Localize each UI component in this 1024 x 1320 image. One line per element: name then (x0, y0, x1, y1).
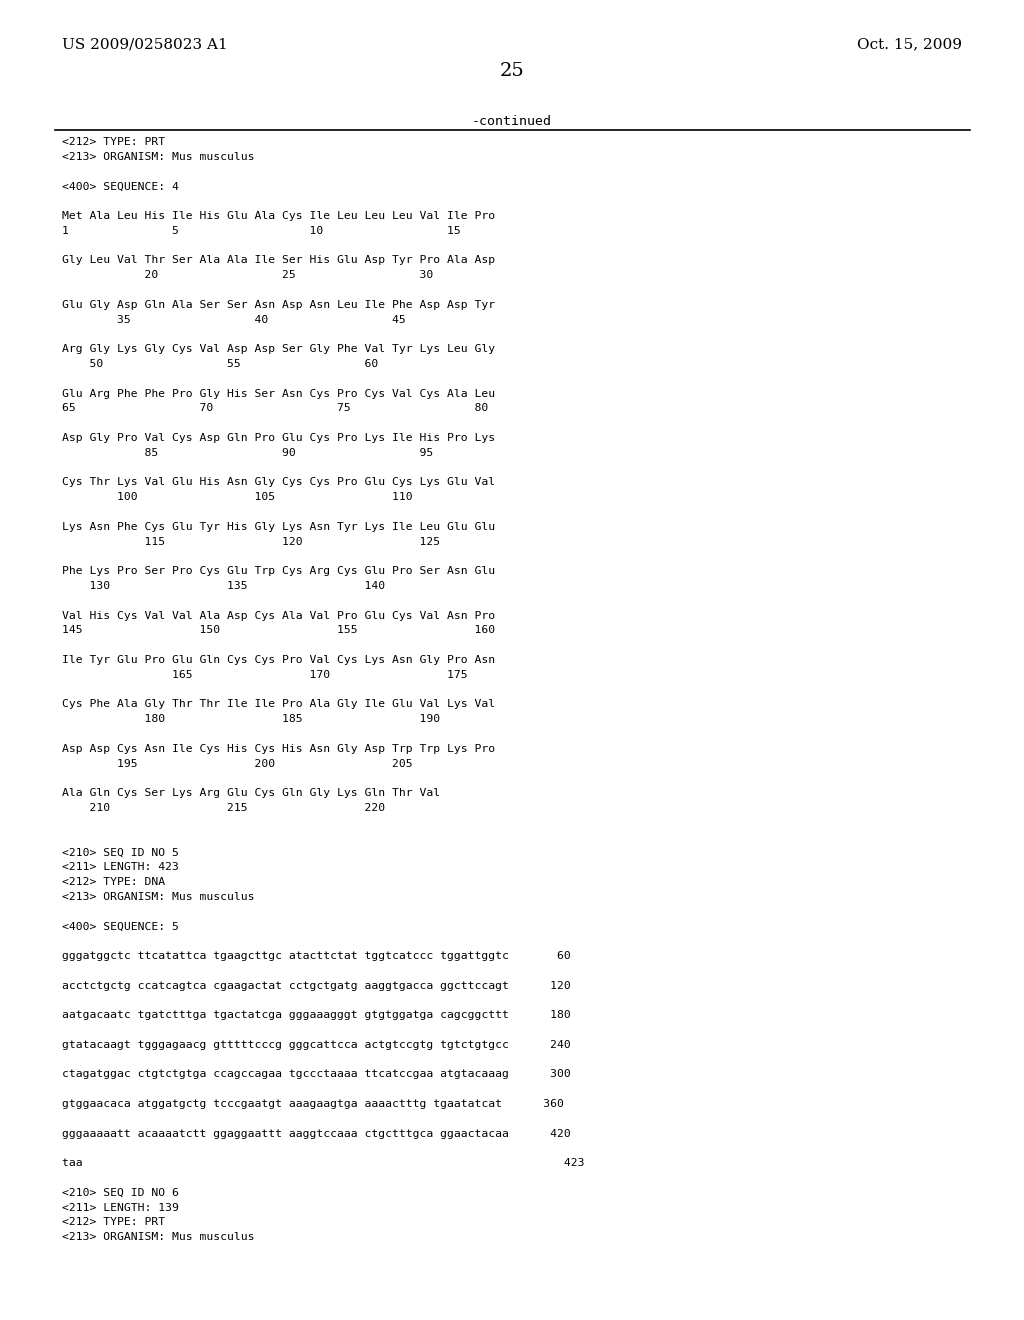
Text: <213> ORGANISM: Mus musculus: <213> ORGANISM: Mus musculus (62, 1232, 255, 1242)
Text: 210                 215                 220: 210 215 220 (62, 803, 385, 813)
Text: <212> TYPE: PRT: <212> TYPE: PRT (62, 137, 165, 147)
Text: -continued: -continued (472, 115, 552, 128)
Text: <213> ORGANISM: Mus musculus: <213> ORGANISM: Mus musculus (62, 892, 255, 902)
Text: 50                  55                  60: 50 55 60 (62, 359, 378, 370)
Text: acctctgctg ccatcagtca cgaagactat cctgctgatg aaggtgacca ggcttccagt      120: acctctgctg ccatcagtca cgaagactat cctgctg… (62, 981, 570, 990)
Text: 130                 135                 140: 130 135 140 (62, 581, 385, 591)
Text: Asp Gly Pro Val Cys Asp Gln Pro Glu Cys Pro Lys Ile His Pro Lys: Asp Gly Pro Val Cys Asp Gln Pro Glu Cys … (62, 433, 496, 444)
Text: gtggaacaca atggatgctg tcccgaatgt aaagaagtga aaaactttg tgaatatcat      360: gtggaacaca atggatgctg tcccgaatgt aaagaag… (62, 1100, 564, 1109)
Text: 65                  70                  75                  80: 65 70 75 80 (62, 404, 488, 413)
Text: Glu Arg Phe Phe Pro Gly His Ser Asn Cys Pro Cys Val Cys Ala Leu: Glu Arg Phe Phe Pro Gly His Ser Asn Cys … (62, 388, 496, 399)
Text: Gly Leu Val Thr Ser Ala Ala Ile Ser His Glu Asp Tyr Pro Ala Asp: Gly Leu Val Thr Ser Ala Ala Ile Ser His … (62, 255, 496, 265)
Text: Lys Asn Phe Cys Glu Tyr His Gly Lys Asn Tyr Lys Ile Leu Glu Glu: Lys Asn Phe Cys Glu Tyr His Gly Lys Asn … (62, 521, 496, 532)
Text: Met Ala Leu His Ile His Glu Ala Cys Ile Leu Leu Leu Val Ile Pro: Met Ala Leu His Ile His Glu Ala Cys Ile … (62, 211, 496, 220)
Text: gtatacaagt tgggagaacg gtttttcccg gggcattcca actgtccgtg tgtctgtgcc      240: gtatacaagt tgggagaacg gtttttcccg gggcatt… (62, 1040, 570, 1049)
Text: taa                                                                      423: taa 423 (62, 1158, 585, 1168)
Text: 165                 170                 175: 165 170 175 (62, 669, 468, 680)
Text: Cys Thr Lys Val Glu His Asn Gly Cys Cys Pro Glu Cys Lys Glu Val: Cys Thr Lys Val Glu His Asn Gly Cys Cys … (62, 478, 496, 487)
Text: 85                  90                  95: 85 90 95 (62, 447, 433, 458)
Text: 100                 105                 110: 100 105 110 (62, 492, 413, 502)
Text: 115                 120                 125: 115 120 125 (62, 537, 440, 546)
Text: Phe Lys Pro Ser Pro Cys Glu Trp Cys Arg Cys Glu Pro Ser Asn Glu: Phe Lys Pro Ser Pro Cys Glu Trp Cys Arg … (62, 566, 496, 577)
Text: <212> TYPE: DNA: <212> TYPE: DNA (62, 876, 165, 887)
Text: 25: 25 (500, 62, 524, 81)
Text: 20                  25                  30: 20 25 30 (62, 271, 433, 280)
Text: <400> SEQUENCE: 4: <400> SEQUENCE: 4 (62, 181, 179, 191)
Text: <210> SEQ ID NO 5: <210> SEQ ID NO 5 (62, 847, 179, 858)
Text: 35                  40                  45: 35 40 45 (62, 314, 406, 325)
Text: Ala Gln Cys Ser Lys Arg Glu Cys Gln Gly Lys Gln Thr Val: Ala Gln Cys Ser Lys Arg Glu Cys Gln Gly … (62, 788, 440, 799)
Text: Cys Phe Ala Gly Thr Thr Ile Ile Pro Ala Gly Ile Glu Val Lys Val: Cys Phe Ala Gly Thr Thr Ile Ile Pro Ala … (62, 700, 496, 709)
Text: 195                 200                 205: 195 200 205 (62, 759, 413, 768)
Text: Arg Gly Lys Gly Cys Val Asp Asp Ser Gly Phe Val Tyr Lys Leu Gly: Arg Gly Lys Gly Cys Val Asp Asp Ser Gly … (62, 345, 496, 354)
Text: Ile Tyr Glu Pro Glu Gln Cys Cys Pro Val Cys Lys Asn Gly Pro Asn: Ile Tyr Glu Pro Glu Gln Cys Cys Pro Val … (62, 655, 496, 665)
Text: US 2009/0258023 A1: US 2009/0258023 A1 (62, 37, 227, 51)
Text: 1               5                   10                  15: 1 5 10 15 (62, 226, 461, 236)
Text: <210> SEQ ID NO 6: <210> SEQ ID NO 6 (62, 1188, 179, 1197)
Text: Oct. 15, 2009: Oct. 15, 2009 (857, 37, 962, 51)
Text: <213> ORGANISM: Mus musculus: <213> ORGANISM: Mus musculus (62, 152, 255, 162)
Text: aatgacaatc tgatctttga tgactatcga gggaaagggt gtgtggatga cagcggcttt      180: aatgacaatc tgatctttga tgactatcga gggaaag… (62, 1010, 570, 1020)
Text: <211> LENGTH: 139: <211> LENGTH: 139 (62, 1203, 179, 1213)
Text: ctagatggac ctgtctgtga ccagccagaa tgccctaaaa ttcatccgaa atgtacaaag      300: ctagatggac ctgtctgtga ccagccagaa tgcccta… (62, 1069, 570, 1080)
Text: <211> LENGTH: 423: <211> LENGTH: 423 (62, 862, 179, 873)
Text: 145                 150                 155                 160: 145 150 155 160 (62, 626, 496, 635)
Text: <400> SEQUENCE: 5: <400> SEQUENCE: 5 (62, 921, 179, 932)
Text: gggaaaaatt acaaaatctt ggaggaattt aaggtccaaa ctgctttgca ggaactacaa      420: gggaaaaatt acaaaatctt ggaggaattt aaggtcc… (62, 1129, 570, 1139)
Text: gggatggctc ttcatattca tgaagcttgc atacttctat tggtcatccc tggattggtc       60: gggatggctc ttcatattca tgaagcttgc atacttc… (62, 950, 570, 961)
Text: 180                 185                 190: 180 185 190 (62, 714, 440, 725)
Text: <212> TYPE: PRT: <212> TYPE: PRT (62, 1217, 165, 1228)
Text: Glu Gly Asp Gln Ala Ser Ser Asn Asp Asn Leu Ile Phe Asp Asp Tyr: Glu Gly Asp Gln Ala Ser Ser Asn Asp Asn … (62, 300, 496, 310)
Text: Asp Asp Cys Asn Ile Cys His Cys His Asn Gly Asp Trp Trp Lys Pro: Asp Asp Cys Asn Ile Cys His Cys His Asn … (62, 743, 496, 754)
Text: Val His Cys Val Val Ala Asp Cys Ala Val Pro Glu Cys Val Asn Pro: Val His Cys Val Val Ala Asp Cys Ala Val … (62, 611, 496, 620)
